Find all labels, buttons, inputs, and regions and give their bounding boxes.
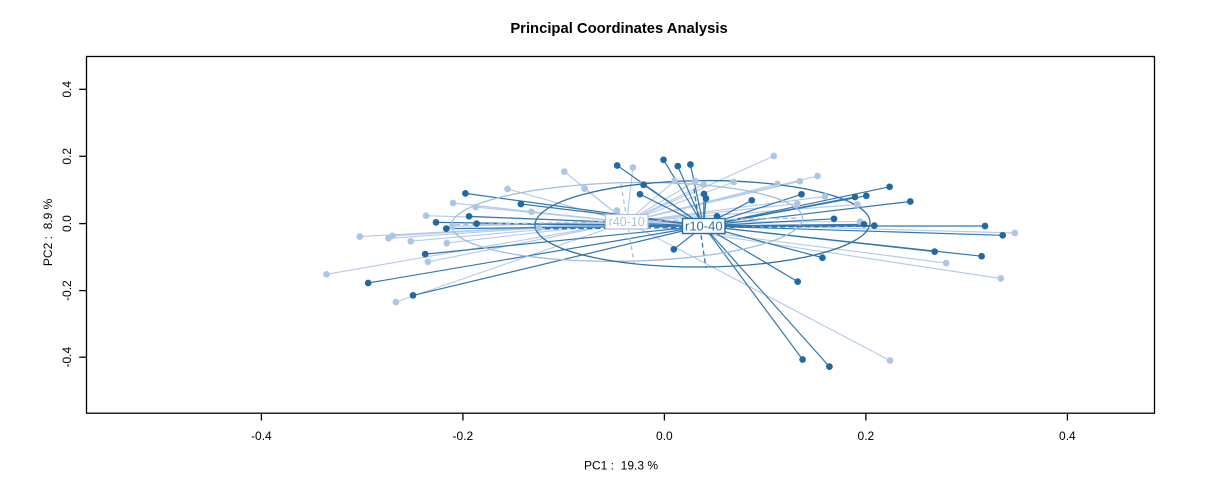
svg-text:-0.2: -0.2	[453, 429, 474, 443]
svg-text:0.0: 0.0	[60, 215, 74, 232]
svg-text:0.0: 0.0	[656, 429, 673, 443]
svg-text:r10-40: r10-40	[685, 219, 723, 234]
svg-text:0.2: 0.2	[858, 429, 875, 443]
svg-text:-0.4: -0.4	[251, 429, 272, 443]
svg-text:r40-10: r40-10	[609, 215, 645, 229]
svg-text:PC1 : 19.3 %: PC1 : 19.3 %	[584, 459, 658, 473]
svg-text:0.4: 0.4	[1059, 429, 1076, 443]
svg-text:0.4: 0.4	[60, 81, 74, 98]
svg-text:PC2 : 8.9 %: PC2 : 8.9 %	[41, 198, 55, 266]
svg-text:0.2: 0.2	[60, 148, 74, 165]
svg-text:-0.4: -0.4	[60, 347, 74, 368]
svg-text:-0.2: -0.2	[60, 280, 74, 301]
svg-text:Principal Coordinates Analysis: Principal Coordinates Analysis	[510, 21, 727, 37]
